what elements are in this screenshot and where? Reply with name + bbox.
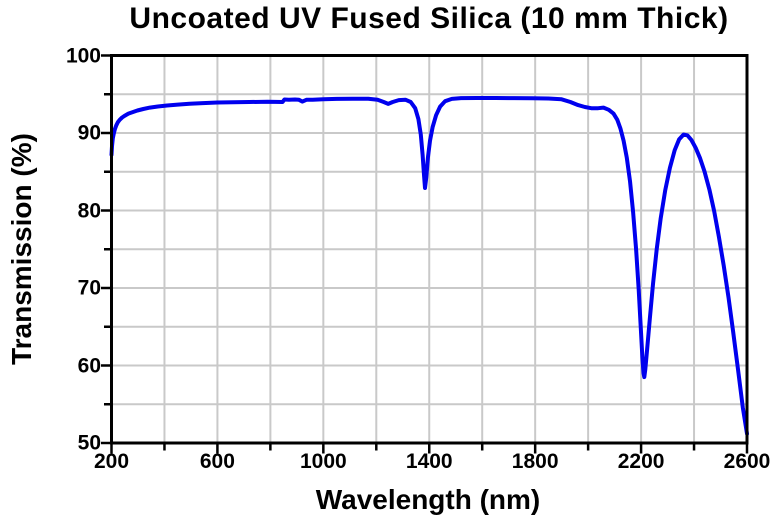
x-axis-title: Wavelength (nm) [315,484,541,515]
x-tick-label: 600 [199,450,235,473]
x-tick-label: 2200 [617,450,665,473]
y-tick-label: 60 [77,354,101,377]
x-tick-label: 2600 [723,450,771,473]
plot-box-spines [110,54,749,445]
transmission-curve [109,96,749,436]
y-tick-label: 50 [77,431,101,455]
x-tick-label: 200 [93,450,130,473]
chart-title: Uncoated UV Fused Silica (10 mm Thick) [129,2,729,35]
x-tick-label: 1000 [299,450,347,473]
x-tick-label: 1800 [511,450,559,473]
y-tick-label: 90 [77,121,101,145]
y-tick-label: 70 [77,276,101,300]
x-tick-label: 1400 [405,450,453,473]
gridlines [111,55,747,443]
y-tick-label: 100 [65,44,101,67]
y-axis-title: Transmission (%) [6,133,37,365]
y-tick-label: 80 [77,199,101,222]
tick-marks [101,54,749,454]
